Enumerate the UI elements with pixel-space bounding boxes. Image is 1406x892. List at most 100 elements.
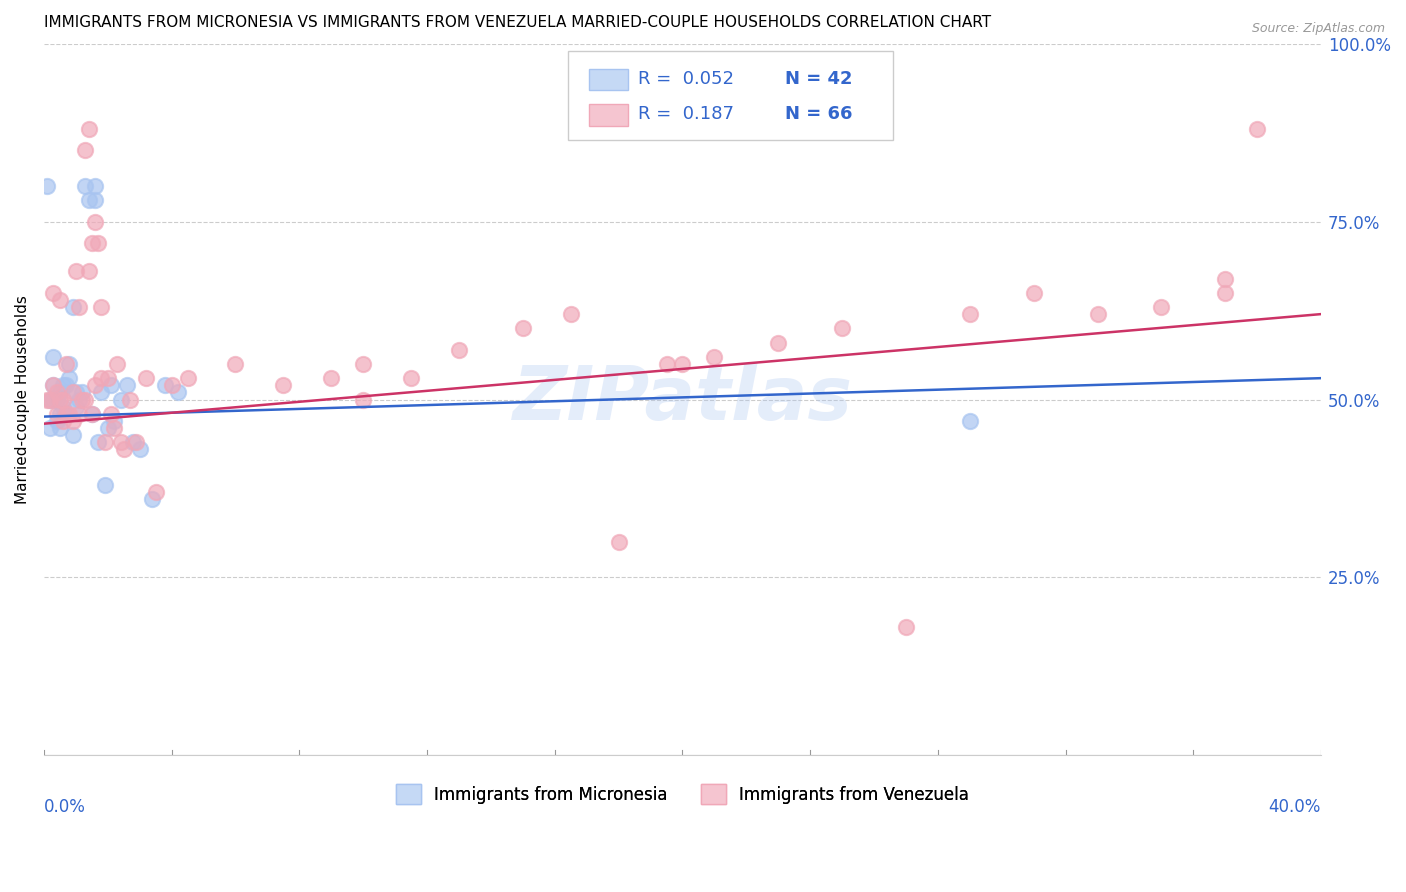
Point xyxy=(39,392,62,407)
Point xyxy=(70,392,93,407)
Point xyxy=(39,421,62,435)
Point xyxy=(135,371,157,385)
Y-axis label: Married-couple Households: Married-couple Households xyxy=(15,295,30,504)
FancyBboxPatch shape xyxy=(568,51,893,140)
Point xyxy=(45,407,67,421)
Point xyxy=(35,392,58,407)
Point xyxy=(77,193,100,207)
Point xyxy=(103,421,125,435)
Point xyxy=(45,392,67,407)
Point xyxy=(93,478,115,492)
Point xyxy=(128,442,150,457)
Point xyxy=(67,392,90,407)
Point xyxy=(70,385,93,400)
Point xyxy=(100,378,122,392)
Point xyxy=(62,428,84,442)
Point xyxy=(75,392,97,407)
Point xyxy=(447,343,470,357)
Point xyxy=(65,385,87,400)
Point xyxy=(87,435,110,450)
Point xyxy=(55,357,77,371)
Point xyxy=(84,179,107,194)
Point xyxy=(42,285,65,300)
Point xyxy=(35,179,58,194)
Point xyxy=(176,371,198,385)
Point xyxy=(45,385,67,400)
Point xyxy=(84,193,107,207)
Point xyxy=(352,392,374,407)
Point xyxy=(49,421,72,435)
Point xyxy=(65,400,87,414)
Point xyxy=(84,378,107,392)
Point xyxy=(112,442,135,457)
Point xyxy=(122,435,145,450)
Point xyxy=(49,407,72,421)
Point xyxy=(80,407,103,421)
Point xyxy=(1087,307,1109,321)
Point xyxy=(55,407,77,421)
Point xyxy=(42,378,65,392)
Point xyxy=(65,264,87,278)
Point xyxy=(120,392,142,407)
Point xyxy=(62,385,84,400)
Point xyxy=(84,214,107,228)
Point xyxy=(831,321,853,335)
Point xyxy=(52,392,75,407)
Text: IMMIGRANTS FROM MICRONESIA VS IMMIGRANTS FROM VENEZUELA MARRIED-COUPLE HOUSEHOLD: IMMIGRANTS FROM MICRONESIA VS IMMIGRANTS… xyxy=(44,15,991,30)
Point xyxy=(671,357,693,371)
Point xyxy=(90,371,112,385)
Point xyxy=(103,414,125,428)
FancyBboxPatch shape xyxy=(589,69,627,90)
Point xyxy=(80,407,103,421)
Point xyxy=(55,378,77,392)
Point xyxy=(87,235,110,250)
Text: ZIPatlas: ZIPatlas xyxy=(512,363,852,436)
Point xyxy=(52,378,75,392)
Point xyxy=(52,414,75,428)
Point xyxy=(352,357,374,371)
Point xyxy=(1246,122,1268,136)
Text: R =  0.052: R = 0.052 xyxy=(638,70,734,87)
Point xyxy=(155,378,177,392)
Point xyxy=(67,300,90,314)
Point xyxy=(49,385,72,400)
Point xyxy=(100,407,122,421)
Point xyxy=(62,414,84,428)
Point xyxy=(115,378,138,392)
Text: 40.0%: 40.0% xyxy=(1268,798,1322,816)
Point xyxy=(55,407,77,421)
Point xyxy=(39,392,62,407)
Text: 0.0%: 0.0% xyxy=(44,798,86,816)
Point xyxy=(77,264,100,278)
Point xyxy=(105,357,128,371)
Point xyxy=(58,407,80,421)
Point xyxy=(273,378,295,392)
Point xyxy=(58,357,80,371)
Point xyxy=(141,492,163,507)
Point xyxy=(399,371,422,385)
Point xyxy=(1022,285,1045,300)
Text: N = 42: N = 42 xyxy=(785,70,852,87)
Point xyxy=(97,421,120,435)
Point xyxy=(607,534,630,549)
Text: N = 66: N = 66 xyxy=(785,105,852,123)
Point xyxy=(75,179,97,194)
Point xyxy=(80,235,103,250)
Point xyxy=(42,350,65,364)
Point xyxy=(1213,271,1236,285)
Legend: Immigrants from Micronesia, Immigrants from Venezuela: Immigrants from Micronesia, Immigrants f… xyxy=(389,778,976,811)
Point xyxy=(58,371,80,385)
Point xyxy=(77,122,100,136)
Point xyxy=(52,400,75,414)
Point xyxy=(93,435,115,450)
Point xyxy=(167,385,190,400)
Text: Source: ZipAtlas.com: Source: ZipAtlas.com xyxy=(1251,22,1385,36)
Point xyxy=(110,435,132,450)
Point xyxy=(90,385,112,400)
Point xyxy=(42,392,65,407)
Point xyxy=(703,350,725,364)
Point xyxy=(125,435,148,450)
Point xyxy=(145,485,167,500)
Point xyxy=(97,371,120,385)
Point xyxy=(224,357,246,371)
